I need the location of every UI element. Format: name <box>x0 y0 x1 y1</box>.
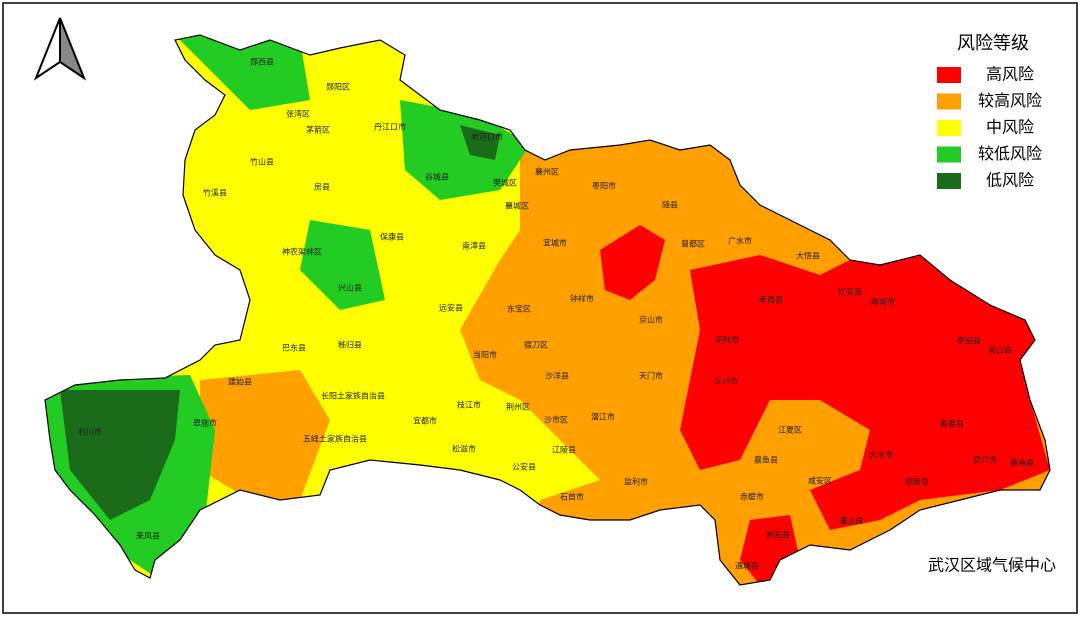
place-label: 蕲春县 <box>940 419 964 429</box>
place-label: 曾都区 <box>681 239 705 249</box>
place-label: 嘉鱼县 <box>754 455 778 465</box>
zone-high <box>600 225 665 300</box>
place-label: 麻城市 <box>871 297 895 307</box>
place-label: 利川市 <box>78 427 102 437</box>
legend-swatch <box>937 93 961 110</box>
zone-lower <box>400 100 530 200</box>
place-label: 房县 <box>314 182 330 192</box>
place-label: 通山县 <box>839 516 863 526</box>
place-label: 樊城区 <box>493 178 517 188</box>
place-label: 南漳县 <box>462 241 486 251</box>
zone-lower <box>300 220 385 310</box>
place-label: 神农架林区 <box>282 247 322 257</box>
legend-label: 低风险 <box>986 171 1034 190</box>
place-label: 远安县 <box>439 303 463 313</box>
place-label: 京山市 <box>639 315 663 325</box>
place-label: 武穴市 <box>973 455 997 465</box>
place-label: 孝昌县 <box>759 296 783 305</box>
place-label: 保康县 <box>380 232 404 242</box>
place-label: 安陆市 <box>715 335 739 345</box>
place-label: 恩施市 <box>193 418 217 428</box>
place-label: 巴东县 <box>282 343 306 353</box>
legend-label: 较低风险 <box>978 144 1042 163</box>
north-arrow-right <box>59 17 87 81</box>
place-label: 五峰土家族自治县 <box>303 434 367 444</box>
place-label: 建始县 <box>228 377 252 387</box>
place-label: 黄梅县 <box>1010 458 1034 468</box>
zone-high <box>680 250 1050 530</box>
place-label: 阳新县 <box>905 477 929 487</box>
place-label: 张湾区 <box>286 109 310 119</box>
place-label: 枣阳市 <box>592 181 616 191</box>
place-label: 郧西县 <box>250 58 274 67</box>
place-label: 宜都市 <box>413 416 437 426</box>
place-label: 咸安区 <box>808 476 832 486</box>
north-arrow <box>33 17 87 81</box>
legend-label: 较高风险 <box>978 91 1042 110</box>
zone-higher <box>200 370 330 500</box>
zone-lower <box>170 35 310 110</box>
place-label: 沙洋县 <box>545 371 569 381</box>
place-label: 沙市区 <box>544 415 568 425</box>
place-label: 谷城县 <box>425 173 449 182</box>
legend-label: 中风险 <box>986 118 1034 137</box>
place-label: 茅箭区 <box>306 125 330 135</box>
credit: 武汉区域气候中心 <box>928 556 1056 575</box>
place-label: 英山县 <box>988 345 1012 355</box>
place-label: 郧阳区 <box>326 83 350 92</box>
place-label: 江夏区 <box>778 426 802 435</box>
place-label: 石首市 <box>560 492 584 502</box>
place-label: 来凤县 <box>136 532 160 541</box>
place-label: 老河口市 <box>471 132 503 142</box>
place-label: 宜城市 <box>543 238 567 248</box>
place-label: 竹溪县 <box>203 188 227 198</box>
place-label: 掇刀区 <box>524 340 548 350</box>
place-label: 大冶市 <box>869 450 893 460</box>
place-label: 东宝区 <box>507 304 531 314</box>
place-label: 枝江市 <box>457 400 481 410</box>
zone-low <box>460 125 500 160</box>
place-label: 广水市 <box>728 236 752 246</box>
place-label: 当阳市 <box>473 350 497 360</box>
place-label: 江陵县 <box>552 446 576 455</box>
place-label: 襄城区 <box>505 201 529 211</box>
place-label: 大悟县 <box>796 251 820 261</box>
place-label: 竹山县 <box>250 157 274 167</box>
legend-swatch <box>937 120 961 136</box>
place-label: 通城县 <box>735 561 759 571</box>
place-label: 襄州区 <box>535 167 559 177</box>
place-label: 松滋市 <box>452 444 476 454</box>
legend-title: 风险等级 <box>957 33 1029 54</box>
legend-swatch <box>937 173 961 189</box>
legend-label: 高风险 <box>986 65 1034 84</box>
place-label: 监利市 <box>624 477 648 487</box>
place-label: 兴山县 <box>338 283 362 293</box>
place-label: 红安县 <box>838 287 862 297</box>
place-label: 长阳土家族自治县 <box>321 391 385 401</box>
place-label: 钟祥市 <box>570 294 594 304</box>
place-label: 潜江市 <box>591 412 615 422</box>
place-label: 荆州区 <box>506 402 530 412</box>
place-label: 赤壁市 <box>740 492 764 502</box>
zone-low <box>60 390 180 520</box>
place-label: 崇阳县 <box>766 531 790 540</box>
place-label: 天门市 <box>639 371 663 381</box>
place-label: 丹江口市 <box>374 122 406 132</box>
place-label: 随县 <box>662 200 678 210</box>
legend-swatch <box>937 146 961 163</box>
place-label: 汉川市 <box>714 376 738 386</box>
legend-swatch <box>937 67 961 83</box>
place-label: 公安县 <box>512 462 536 472</box>
place-label: 秭归县 <box>338 340 362 350</box>
place-label: 罗田县 <box>957 337 981 346</box>
